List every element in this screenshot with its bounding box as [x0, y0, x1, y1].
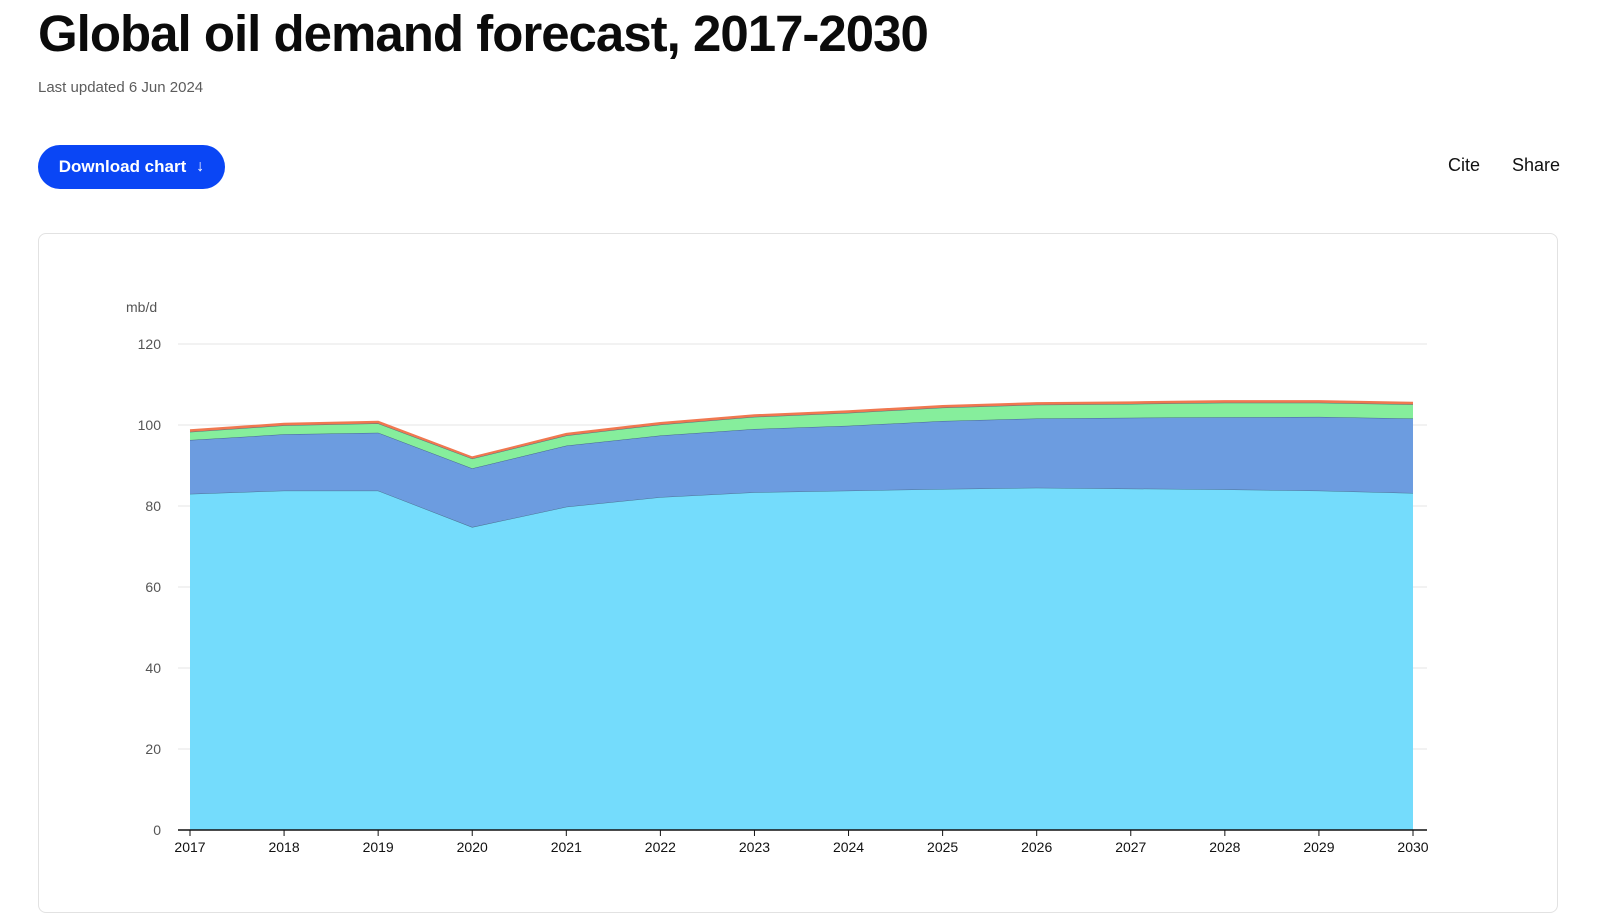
- x-tick-label: 2023: [739, 839, 770, 855]
- x-tick-label: 2028: [1209, 839, 1240, 855]
- y-tick-label: 60: [145, 579, 161, 595]
- x-tick-label: 2026: [1021, 839, 1052, 855]
- arrow-down-icon: ↓: [196, 158, 205, 175]
- x-tick-label: 2017: [174, 839, 205, 855]
- cite-link[interactable]: Cite: [1448, 155, 1481, 175]
- x-tick-label: 2019: [363, 839, 394, 855]
- x-tick-label: 2018: [268, 839, 299, 855]
- x-tick-label: 2021: [551, 839, 582, 855]
- download-chart-button[interactable]: Download chart ↓: [38, 145, 225, 189]
- y-axis-label: mb/d: [126, 299, 157, 315]
- series-area-3: [190, 402, 1413, 469]
- series-line-1: [189, 487, 1414, 528]
- series-area-1: [190, 487, 1413, 830]
- x-tick-label: 2029: [1303, 839, 1334, 855]
- y-tick-label: 40: [145, 660, 161, 676]
- x-tick-label: 2027: [1115, 839, 1146, 855]
- y-tick-label: 80: [145, 498, 161, 514]
- y-tick-label: 100: [138, 417, 162, 433]
- series-area-2: [190, 416, 1413, 528]
- share-link[interactable]: Share: [1512, 155, 1561, 175]
- x-tick-label: 2030: [1397, 839, 1428, 855]
- y-tick-label: 0: [153, 822, 161, 838]
- series-line-4: [189, 400, 1414, 459]
- chart: mb/d 0 20 40 60 80 100 120 2017 2018 2019 2020 2021…: [126, 299, 1429, 855]
- x-tick-label: 2022: [645, 839, 676, 855]
- y-tick-label: 20: [145, 741, 161, 757]
- page-title: Global oil demand forecast, 2017-2030: [38, 5, 929, 62]
- last-updated-text: Last updated 6 Jun 2024: [38, 79, 204, 96]
- x-tick-label: 2025: [927, 839, 958, 855]
- download-chart-label: Download chart: [58, 157, 187, 176]
- x-tick-label: 2020: [457, 839, 488, 855]
- x-tick-label: 2024: [833, 839, 864, 855]
- y-tick-label: 120: [138, 336, 162, 352]
